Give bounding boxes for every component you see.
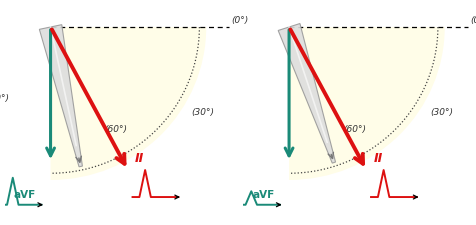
Text: (0°): (0°) bbox=[231, 16, 248, 25]
Text: (30°): (30°) bbox=[429, 108, 452, 117]
Text: (30°): (30°) bbox=[191, 108, 214, 117]
Polygon shape bbox=[278, 24, 335, 163]
Text: (0°): (0°) bbox=[469, 16, 476, 25]
Text: (60°): (60°) bbox=[104, 125, 127, 134]
Wedge shape bbox=[288, 27, 444, 180]
Text: aVF: aVF bbox=[252, 190, 274, 200]
Polygon shape bbox=[40, 25, 82, 167]
Text: II: II bbox=[373, 152, 382, 165]
Text: (90°): (90°) bbox=[0, 94, 10, 104]
Text: aVF: aVF bbox=[14, 190, 36, 200]
Wedge shape bbox=[50, 27, 206, 180]
Text: (60°): (60°) bbox=[342, 125, 365, 134]
Text: II: II bbox=[135, 152, 144, 165]
